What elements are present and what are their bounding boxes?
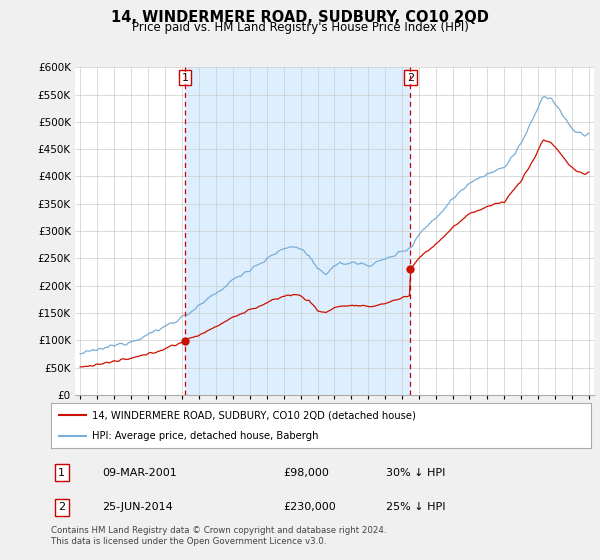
Text: 2: 2 xyxy=(58,502,65,512)
Text: 14, WINDERMERE ROAD, SUDBURY, CO10 2QD (detached house): 14, WINDERMERE ROAD, SUDBURY, CO10 2QD (… xyxy=(91,410,415,421)
Text: 25-JUN-2014: 25-JUN-2014 xyxy=(103,502,173,512)
Text: Contains HM Land Registry data © Crown copyright and database right 2024.
This d: Contains HM Land Registry data © Crown c… xyxy=(51,526,386,546)
Text: £98,000: £98,000 xyxy=(283,468,329,478)
Text: £230,000: £230,000 xyxy=(283,502,336,512)
Text: Price paid vs. HM Land Registry's House Price Index (HPI): Price paid vs. HM Land Registry's House … xyxy=(131,21,469,34)
Text: 2: 2 xyxy=(407,73,414,83)
Text: HPI: Average price, detached house, Babergh: HPI: Average price, detached house, Babe… xyxy=(91,431,318,441)
Text: 1: 1 xyxy=(182,73,188,83)
Bar xyxy=(185,67,410,395)
Text: 30% ↓ HPI: 30% ↓ HPI xyxy=(386,468,445,478)
Text: 1: 1 xyxy=(58,468,65,478)
Text: 09-MAR-2001: 09-MAR-2001 xyxy=(103,468,177,478)
Text: 14, WINDERMERE ROAD, SUDBURY, CO10 2QD: 14, WINDERMERE ROAD, SUDBURY, CO10 2QD xyxy=(111,10,489,25)
Text: 25% ↓ HPI: 25% ↓ HPI xyxy=(386,502,445,512)
